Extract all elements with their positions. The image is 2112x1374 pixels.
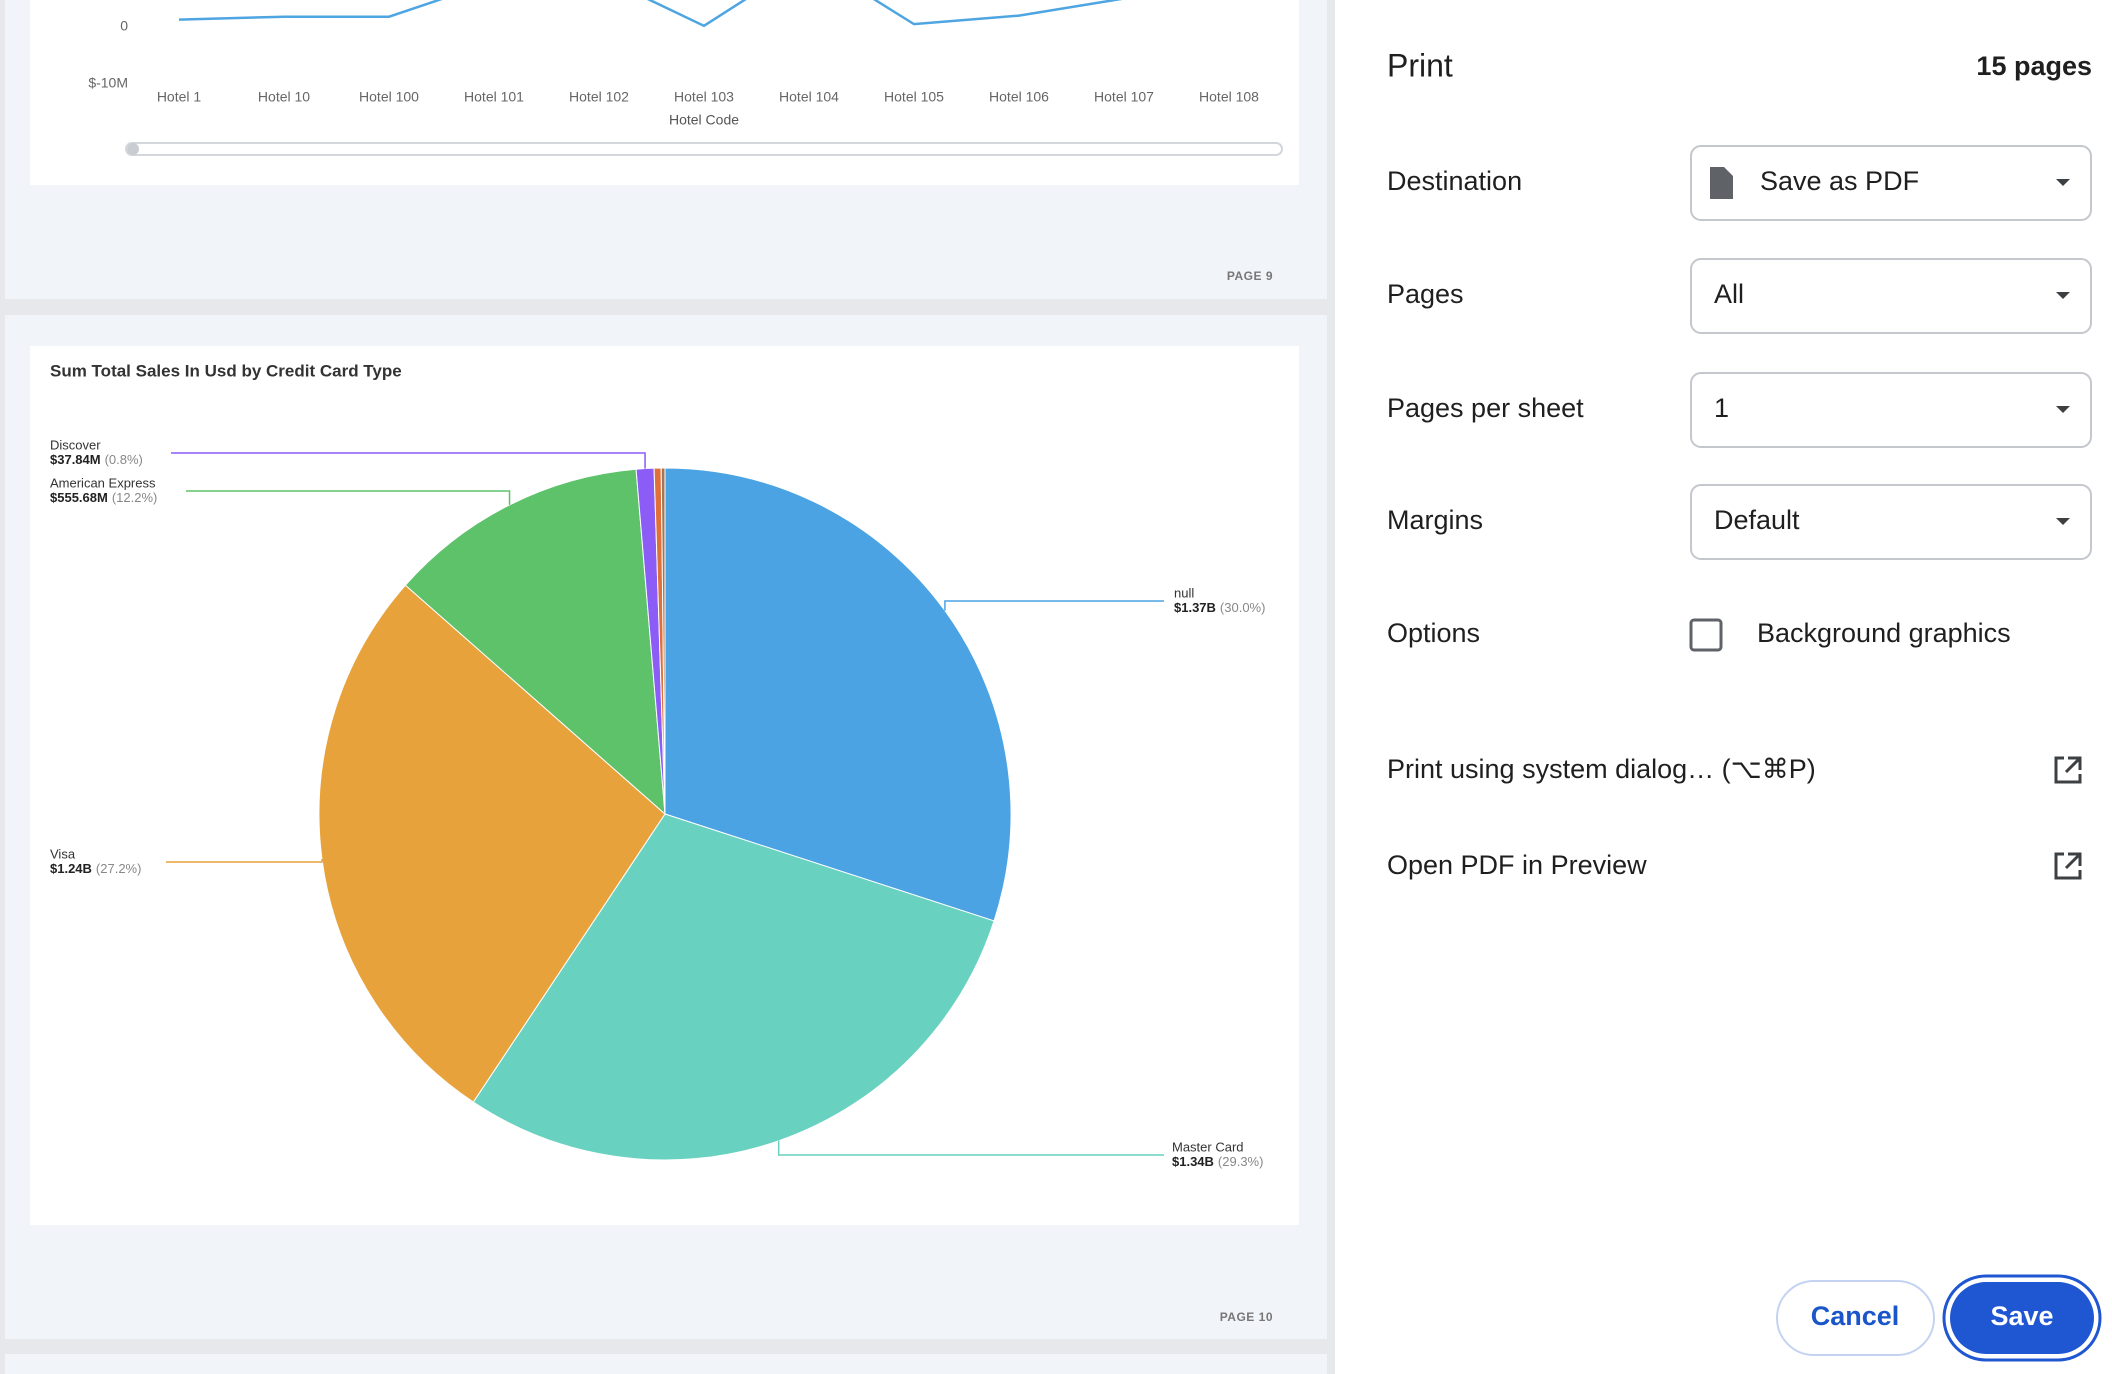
page-label: PAGE 10: [1220, 1310, 1273, 1324]
checkbox-label[interactable]: Background graphics: [1757, 618, 2011, 648]
dropdown-arrow: [2056, 292, 2070, 299]
x-tick-label: Hotel 100: [359, 89, 419, 105]
amount: $1.34B: [1172, 1154, 1214, 1169]
line: [178, 0, 1123, 28]
slice-name: null: [1174, 585, 1194, 600]
page-count: 15 pages: [1976, 51, 2092, 81]
select-box[interactable]: [1690, 372, 2092, 448]
setting-label: Pages per sheet: [1387, 393, 1584, 423]
dialog-title: Print: [1387, 47, 1453, 83]
checkbox[interactable]: [1689, 618, 1723, 652]
percent: (27.2%): [96, 861, 142, 876]
slice-value: $37.84M (0.8%): [50, 452, 143, 467]
x-tick-label: Hotel 107: [1094, 89, 1154, 105]
slice-value: $1.34B (29.3%): [1172, 1154, 1263, 1169]
preview-page: [5, 1354, 1327, 1374]
dropdown-arrow: [2056, 406, 2070, 413]
slice-name: Discover: [50, 437, 101, 452]
select-value[interactable]: Save as PDF: [1760, 166, 1919, 196]
slice-name: Master Card: [1172, 1139, 1244, 1154]
select-box[interactable]: [1690, 484, 2092, 560]
leader-line: [777, 1140, 1164, 1156]
slice-name: American Express: [50, 475, 156, 490]
dropdown-arrow: [2056, 518, 2070, 525]
select-box[interactable]: [1690, 145, 2092, 221]
x-tick-label: Hotel 105: [884, 89, 944, 105]
x-tick-label: Hotel 104: [779, 89, 839, 105]
x-axis-label: Hotel Code: [669, 112, 739, 128]
external-icon[interactable]: [2054, 852, 2082, 880]
y-tick-label: $-10M: [88, 75, 128, 91]
scrollbar[interactable]: [125, 142, 1283, 156]
plot-clip: [178, 0, 1123, 28]
slice-value: $1.24B (27.2%): [50, 861, 141, 876]
external-icon[interactable]: [2054, 756, 2082, 784]
options-label: Options: [1387, 618, 1480, 648]
x-tick-label: Hotel 101: [464, 89, 524, 105]
percent: (30.0%): [1220, 600, 1266, 615]
save-button-label[interactable]: Save: [1990, 1301, 2053, 1331]
amount: $1.24B: [50, 861, 92, 876]
amount: $555.68M: [50, 490, 108, 505]
pie-slice: [472, 813, 995, 1161]
print-dialog: [1335, 0, 2112, 1374]
cancel-button[interactable]: [1776, 1280, 1935, 1356]
x-tick-label: Hotel 102: [569, 89, 629, 105]
select-value[interactable]: All: [1714, 279, 1744, 309]
setting-label: Destination: [1387, 166, 1522, 196]
chart-title: Sum Total Sales In Usd by Credit Card Ty…: [50, 361, 402, 380]
leader-line: [186, 490, 511, 505]
leader-line: [944, 600, 1164, 611]
x-tick-label: Hotel 106: [989, 89, 1049, 105]
cancel-button-label[interactable]: Cancel: [1811, 1301, 1900, 1331]
percent: (29.3%): [1218, 1154, 1264, 1169]
slice-name: Visa: [50, 846, 76, 861]
slice-value: $555.68M (12.2%): [50, 490, 157, 505]
select-value[interactable]: 1: [1714, 393, 1729, 423]
setting-label: Margins: [1387, 505, 1483, 535]
pie-slice: [318, 584, 666, 1103]
slice-value: $1.37B (30.0%): [1174, 600, 1265, 615]
scroll-thumb[interactable]: [127, 143, 139, 155]
amount: $37.84M: [50, 452, 101, 467]
pie-slice: [664, 467, 1012, 922]
x-tick-label: Hotel 10: [258, 89, 310, 105]
save-button[interactable]: [1950, 1282, 2094, 1354]
amount: $1.37B: [1174, 600, 1216, 615]
leader-line: [166, 859, 323, 863]
x-tick-label: Hotel 108: [1199, 89, 1259, 105]
percent: (0.8%): [105, 452, 143, 467]
page-label: PAGE 9: [1227, 269, 1273, 283]
link[interactable]: Print using system dialog… (⌥⌘P): [1387, 754, 1816, 784]
link[interactable]: Open PDF in Preview: [1387, 850, 1647, 880]
y-tick-label: 0: [120, 18, 128, 34]
file-icon: [1710, 167, 1733, 199]
select-box[interactable]: [1690, 258, 2092, 334]
pie-slice: [404, 468, 666, 816]
dropdown-arrow: [2056, 179, 2070, 186]
x-tick-label: Hotel 103: [674, 89, 734, 105]
select-value[interactable]: Default: [1714, 505, 1800, 535]
pie-slice: [660, 467, 666, 815]
x-tick-label: Hotel 1: [157, 89, 202, 105]
leader-line: [171, 452, 646, 469]
percent: (12.2%): [112, 490, 158, 505]
setting-label: Pages: [1387, 279, 1464, 309]
